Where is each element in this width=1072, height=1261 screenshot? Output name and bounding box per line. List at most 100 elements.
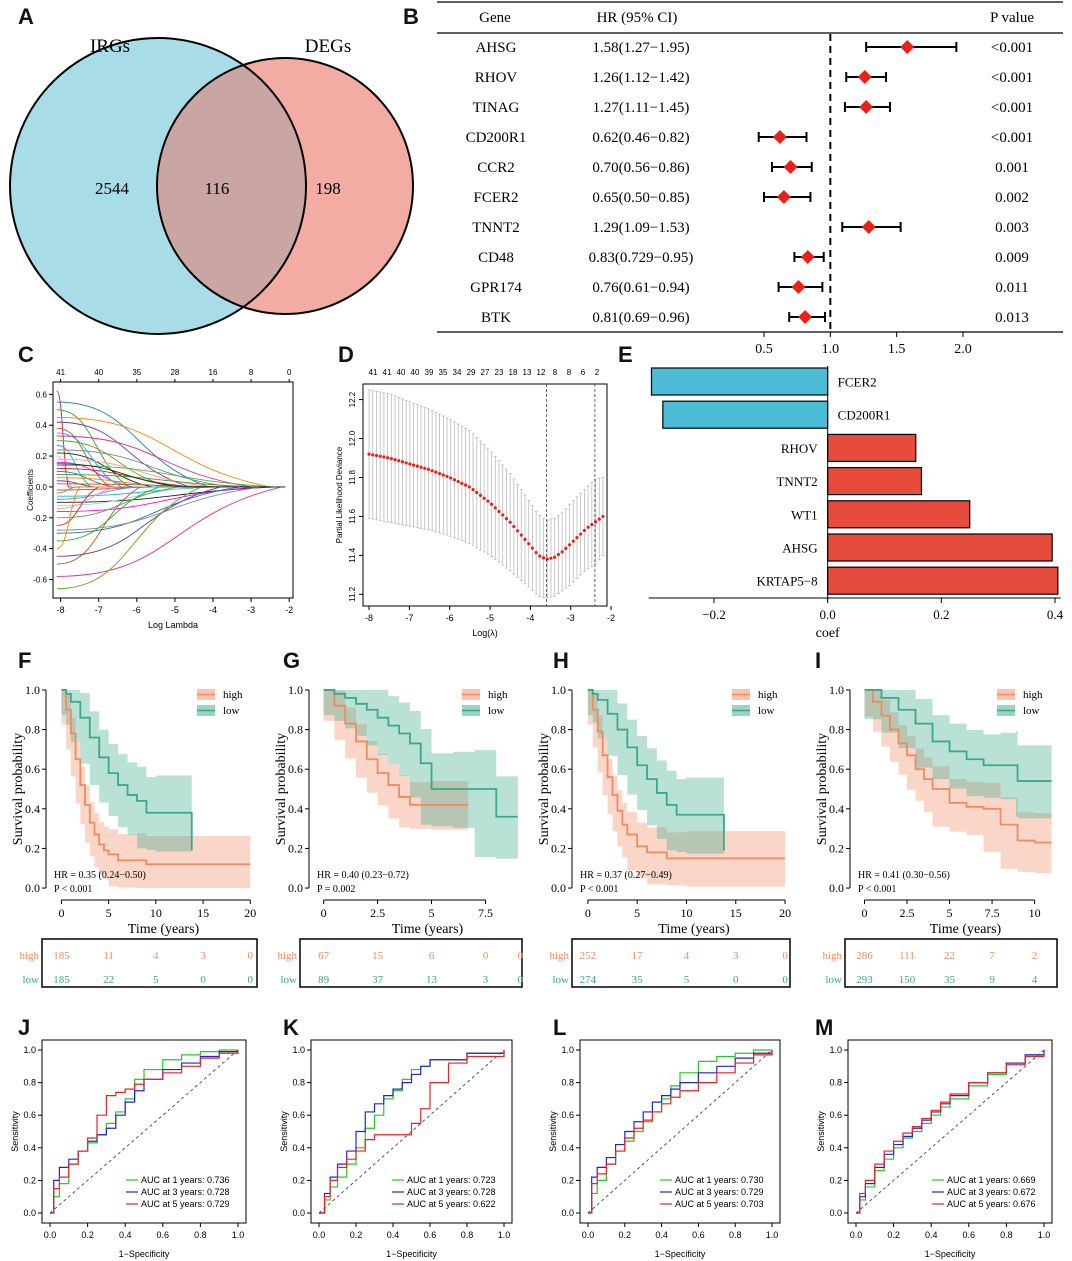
coef-path — [56, 474, 286, 488]
roc-legend-label: AUC at 5 years: 0.703 — [675, 1199, 764, 1209]
forest-hr-marker — [800, 250, 815, 264]
lasso-cv-toptick: 41 — [369, 368, 378, 377]
cv-point — [437, 471, 442, 476]
cv-point — [530, 546, 535, 550]
km-H-plot: 0.0 0.2 0.4 0.6 0.8 1.0 0 5 10 15 20 Time (years) Su… — [537, 683, 791, 988]
roc-xtick: 0.2 — [350, 1230, 363, 1240]
roc-ylabel: Sensitivity — [279, 1111, 289, 1152]
lasso-coef-xtick: -6 — [133, 605, 141, 615]
risk-table-count: 89 — [318, 974, 330, 986]
km-xtick: 0 — [321, 906, 327, 920]
cv-point — [441, 473, 445, 477]
roc-xlabel: 1−Specificity — [925, 1249, 976, 1259]
coef-path — [56, 486, 286, 526]
coef-path — [56, 486, 286, 590]
roc-ytick: 0.0 — [829, 1208, 842, 1218]
km-ytick: 0.0 — [551, 881, 566, 895]
forest-xtick: 2.0 — [954, 342, 972, 357]
cv-point — [434, 470, 438, 474]
lasso-cv-toptick: 8 — [553, 368, 558, 377]
cv-point — [571, 539, 575, 543]
km-F-plot: 0.0 0.2 0.4 0.6 0.8 1.0 0 5 10 15 20 Time (years) Su… — [11, 683, 258, 988]
coef-path — [56, 486, 286, 494]
forest-p-value: 0.011 — [995, 280, 1028, 296]
cv-point — [397, 459, 401, 463]
forest-gene-label: TNNT2 — [472, 220, 520, 236]
lasso-coef-ytick: 0.0 — [36, 483, 48, 492]
roc-xtick: 0.6 — [424, 1230, 437, 1240]
risk-table-count: 4 — [684, 950, 690, 962]
cv-point — [430, 469, 434, 473]
risk-table-group-label: high — [822, 950, 842, 962]
cv-point — [378, 454, 382, 458]
cv-point — [475, 490, 479, 495]
roc-ytick: 0.0 — [561, 1208, 574, 1218]
roc-xtick: 1.0 — [766, 1230, 779, 1240]
km-hr-text: HR = 0.41 (0.30−0.56) — [858, 870, 950, 881]
km-ytick: 0.2 — [25, 841, 40, 855]
roc-ytick: 0.4 — [561, 1143, 574, 1153]
venn-right-count: 198 — [315, 179, 341, 198]
risk-table-count: 274 — [580, 974, 597, 986]
cv-point — [519, 533, 523, 537]
coef-path — [56, 486, 286, 577]
km-xtick: 10 — [150, 906, 162, 920]
km-ytick: 0.6 — [551, 762, 566, 776]
km-ylabel: Survival probability — [11, 733, 26, 845]
risk-table-count: 5 — [684, 974, 690, 986]
km-curve-high — [61, 689, 251, 866]
cv-point — [452, 478, 457, 482]
coef-path — [56, 486, 286, 542]
forest-gene-label: BTK — [481, 310, 511, 326]
roc-xtick: 0.0 — [850, 1230, 863, 1240]
coef-path — [56, 486, 286, 519]
coef-bar — [827, 566, 1059, 595]
roc-legend-label: AUC at 1 years: 0.669 — [947, 1175, 1036, 1185]
coef-bar — [827, 433, 917, 462]
roc-xtick: 1.0 — [498, 1230, 511, 1240]
lasso-cv-xtick: -6 — [446, 613, 454, 623]
km-ci-band — [864, 689, 1052, 819]
risk-table-count: 3 — [483, 974, 489, 986]
risk-table-count: 7 — [989, 950, 995, 962]
roc-J-plot: 0.0 0.0 0.2 0.2 0.4 0.4 0.6 0.6 0.8 0.8 1.0 1.0 1−Sp… — [10, 1039, 247, 1259]
coef-bar-label: KRTAP5−8 — [757, 574, 818, 589]
forest-hr-text: 1.29(1.09−1.53) — [592, 220, 689, 236]
risk-table-group-label: low — [826, 974, 843, 986]
roc-legend-label: AUC at 3 years: 0.728 — [141, 1187, 230, 1197]
forest-hr-text: 0.76(0.61−0.94) — [592, 280, 689, 296]
risk-table-count: 3 — [200, 950, 206, 962]
coef-bar-xtick: 0.0 — [820, 607, 836, 622]
cv-point — [478, 493, 483, 497]
roc-legend-label: AUC at 1 years: 0.723 — [407, 1175, 496, 1185]
km-legend-label: low — [758, 705, 775, 717]
roc-legend-label: AUC at 5 years: 0.676 — [947, 1199, 1036, 1209]
lasso-coef-xlabel: Log Lambda — [148, 620, 198, 630]
risk-table-count: 185 — [53, 974, 70, 986]
km-xtick: 20 — [779, 906, 791, 920]
roc-ytick: 1.0 — [292, 1045, 305, 1055]
km-xtick: 5 — [947, 906, 953, 920]
roc-ytick: 0.8 — [829, 1078, 842, 1088]
cv-point — [456, 479, 460, 484]
panel-label-F: F — [18, 648, 31, 673]
forest-hr-text: 0.65(0.50−0.85) — [592, 190, 689, 206]
roc-ytick: 0.0 — [292, 1208, 305, 1218]
lasso-coef-toptick: 0 — [287, 368, 292, 377]
lasso-cv-toptick: 39 — [425, 368, 434, 377]
roc-xtick: 1.0 — [232, 1230, 245, 1240]
km-xtick: 15 — [730, 906, 742, 920]
km-ytick: 1.0 — [288, 683, 303, 697]
roc-legend-label: AUC at 1 years: 0.730 — [675, 1175, 764, 1185]
km-legend-label: low — [223, 705, 240, 717]
roc-xtick: 0.6 — [692, 1230, 705, 1240]
forest-plot: Gene HR (95% CI) P value AHSG 1.58(1.27−1.95… — [437, 1, 1063, 357]
risk-table-count: 0 — [733, 974, 739, 986]
forest-hr-marker — [783, 160, 798, 174]
risk-table-count: 111 — [899, 950, 915, 962]
cv-point — [586, 525, 590, 529]
km-curve-high — [323, 689, 469, 806]
km-xtick: 20 — [244, 906, 256, 920]
cv-point — [415, 464, 419, 468]
cv-point — [575, 536, 579, 540]
